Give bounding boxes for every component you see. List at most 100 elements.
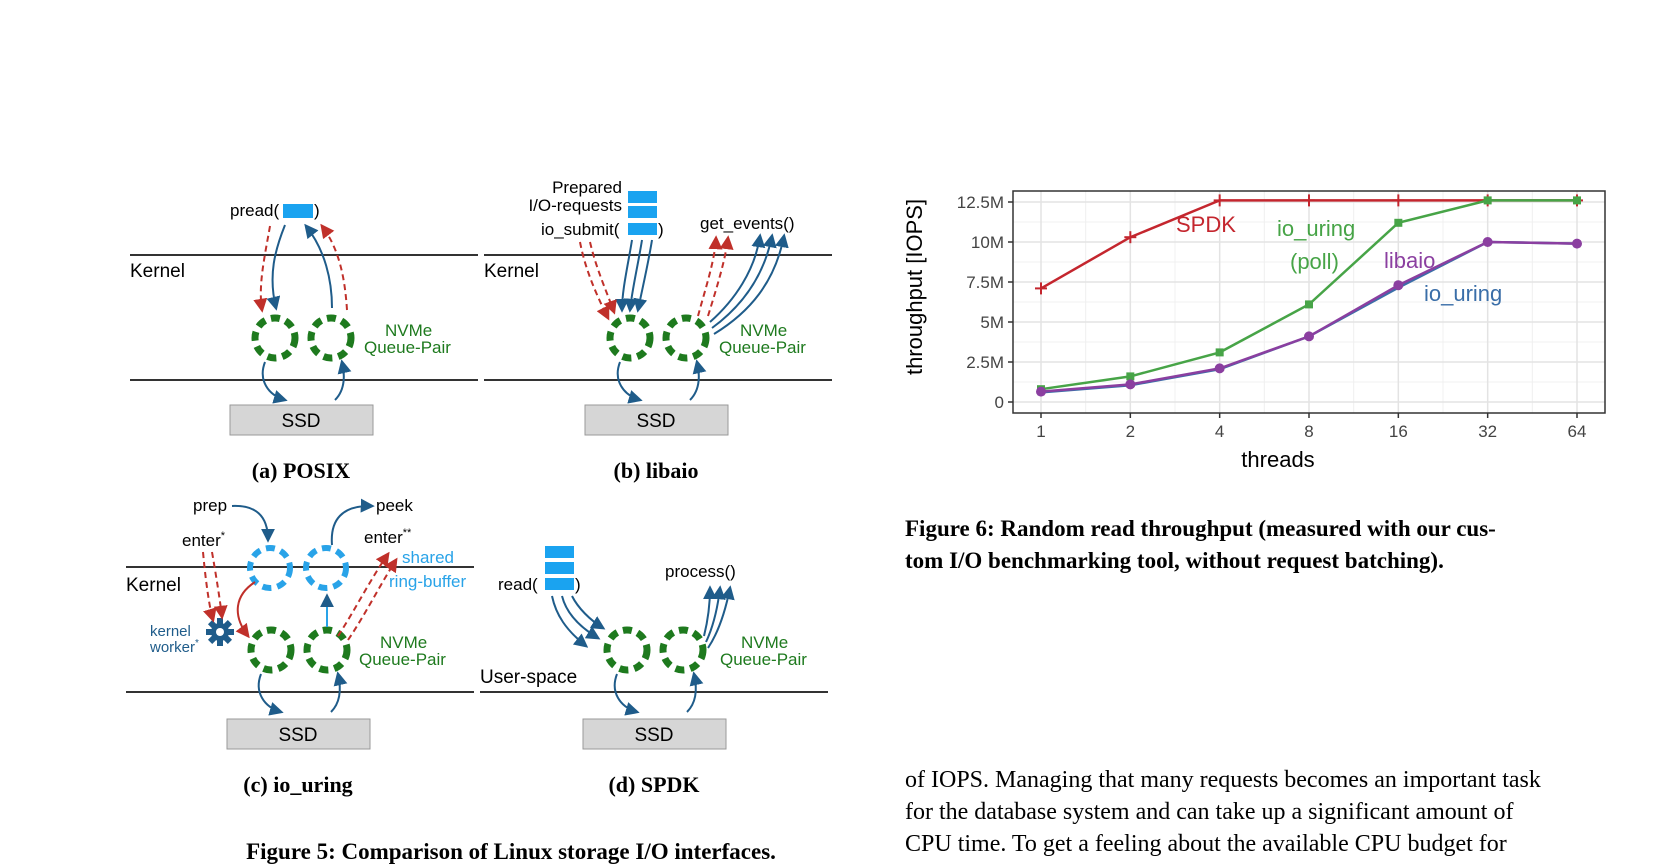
x-tick-label: 8 [1304,422,1313,441]
prep-label: prep [193,496,227,515]
nvme-ring-icon [662,314,710,362]
buffer-icon [628,223,657,235]
data-point-io-uring-poll [1483,196,1492,205]
worker-label: worker* [149,638,199,656]
series-label-io-uring-poll: io_uring [1277,216,1355,241]
series-label-libaio: libaio [1384,248,1435,273]
data-point-io-uring-poll [1573,196,1581,205]
chart-series [1035,194,1583,397]
nvme-ring-icon [251,314,299,362]
data-point-io-uring-poll [1215,348,1224,357]
x-tick-label: 32 [1478,422,1497,441]
y-tick-label: 10M [971,233,1004,252]
figure5-diagram: Kernel pread( ) NVMe Queue-Pair SSD Kern… [126,178,832,750]
data-point-libaio [1482,237,1493,247]
figure6-caption-line1: Figure 6: Random read throughput (measur… [905,516,1496,541]
figure6-chart: 0 2.5M 5M 7.5M 10M 12.5M 1 2 4 8 16 32 64 SPDK io_ur… [902,190,1606,472]
ring-buffer-label: ring-buffer [389,572,467,591]
panel-libaio: Kernel Prepared I/O-requests io_submit( … [484,178,832,436]
chart-labels: SPDK io_uring (poll) libaio io_uring thr… [902,199,1502,472]
queue-pair-label: Queue-Pair [719,338,806,357]
figure6-caption-line2: tom I/O benchmarking tool, without reque… [905,548,1444,573]
buffer-icon [283,204,313,218]
nvme-ring-icon [659,626,707,674]
data-point-io-uring-poll [1394,218,1403,227]
y-tick-label: 12.5M [957,193,1004,212]
user-space-label: User-space [480,667,577,688]
kernel-worker-label: kernel [150,623,191,640]
panel-spdk: User-space read( ) process() NVMe Queue-… [480,546,828,750]
get-events-label: get_events() [700,214,795,233]
x-tick-label: 16 [1389,422,1408,441]
buffer-icon [545,562,574,574]
ring-buffer-icon [303,545,349,591]
series-label-io-uring: io_uring [1424,281,1502,306]
pread-label: pread( [230,201,279,220]
gear-icon [206,618,234,646]
shared-label: shared [402,548,454,567]
buffer-icon [628,191,657,203]
ssd-box [584,404,729,436]
y-tick-label: 5M [980,313,1004,332]
subcaption-spdk: (d) SPDK [608,772,700,797]
data-point-io-uring-poll [1305,300,1313,309]
prepared-label: Prepared [552,178,622,197]
queue-pair-label: Queue-Pair [359,650,446,669]
y-tick-label: 0 [995,393,1004,412]
plot-border [1012,190,1606,414]
nvme-ring-icon [303,626,351,674]
buffer-icon [545,578,574,590]
subcaption-posix: (a) POSIX [251,458,351,483]
data-point-libaio [1214,363,1225,374]
queue-pair-label: Queue-Pair [720,650,807,669]
panel-posix: Kernel pread( ) NVMe Queue-Pair SSD [130,201,478,436]
data-point-spdk [1392,194,1405,207]
body-line: of IOPS. Managing that many requests bec… [905,767,1541,793]
ssd-label: SSD [281,411,320,432]
body-line: CPU time. To get a feeling about the ava… [905,831,1507,857]
nvme-ring-icon [603,626,651,674]
ssd-box [229,404,374,436]
read-label: read( [498,575,538,594]
data-point-io-uring-poll [1126,372,1135,381]
ssd-label: SSD [278,725,317,746]
io-requests-label: I/O-requests [528,196,622,215]
ring-buffer-icon [247,545,293,591]
buffer-icon [545,546,574,558]
peek-label: peek [376,496,413,515]
x-tick-label: 2 [1126,422,1135,441]
y-axis-label: throughput [IOPS] [902,199,927,375]
enter-label: enter* [182,530,226,550]
nvme-ring-icon [247,626,295,674]
ssd-label: SSD [634,725,673,746]
body-line: for the database system and can take up … [905,799,1514,825]
data-point-libaio [1125,379,1136,390]
process-label: process() [665,562,736,581]
buffer-icon [628,206,657,218]
data-point-libaio [1393,280,1404,291]
x-tick-label: 1 [1036,422,1045,441]
kernel-label: Kernel [130,261,185,282]
enter-label: enter** [364,527,412,547]
figure5-caption: Figure 5: Comparison of Linux storage I/… [246,839,776,864]
chart-axes: 0 2.5M 5M 7.5M 10M 12.5M 1 2 4 8 16 32 64 [957,190,1606,441]
body-text: of IOPS. Managing that many requests bec… [905,764,1617,860]
svg-text:): ) [658,220,664,239]
subcaption-io-uring: (c) io_uring [243,772,353,797]
kernel-label: Kernel [126,575,181,596]
y-tick-label: 7.5M [966,273,1004,292]
data-point-spdk [1213,194,1226,207]
ssd-label: SSD [636,411,675,432]
ssd-box [582,718,727,750]
nvme-label: NVMe [380,633,427,652]
figure6-caption: Figure 6: Random read throughput (measur… [905,513,1617,577]
panel-io-uring: Kernel prep peek enter* enter** shared r… [126,496,474,750]
svg-text:): ) [314,201,320,220]
data-point-libaio [1304,331,1314,342]
data-point-libaio [1036,386,1046,397]
nvme-label: NVMe [740,321,787,340]
nvme-label: NVMe [741,633,788,652]
svg-text:): ) [575,575,581,594]
data-point-spdk [1303,194,1315,207]
series-label-io-uring-poll-suffix: (poll) [1290,249,1339,274]
